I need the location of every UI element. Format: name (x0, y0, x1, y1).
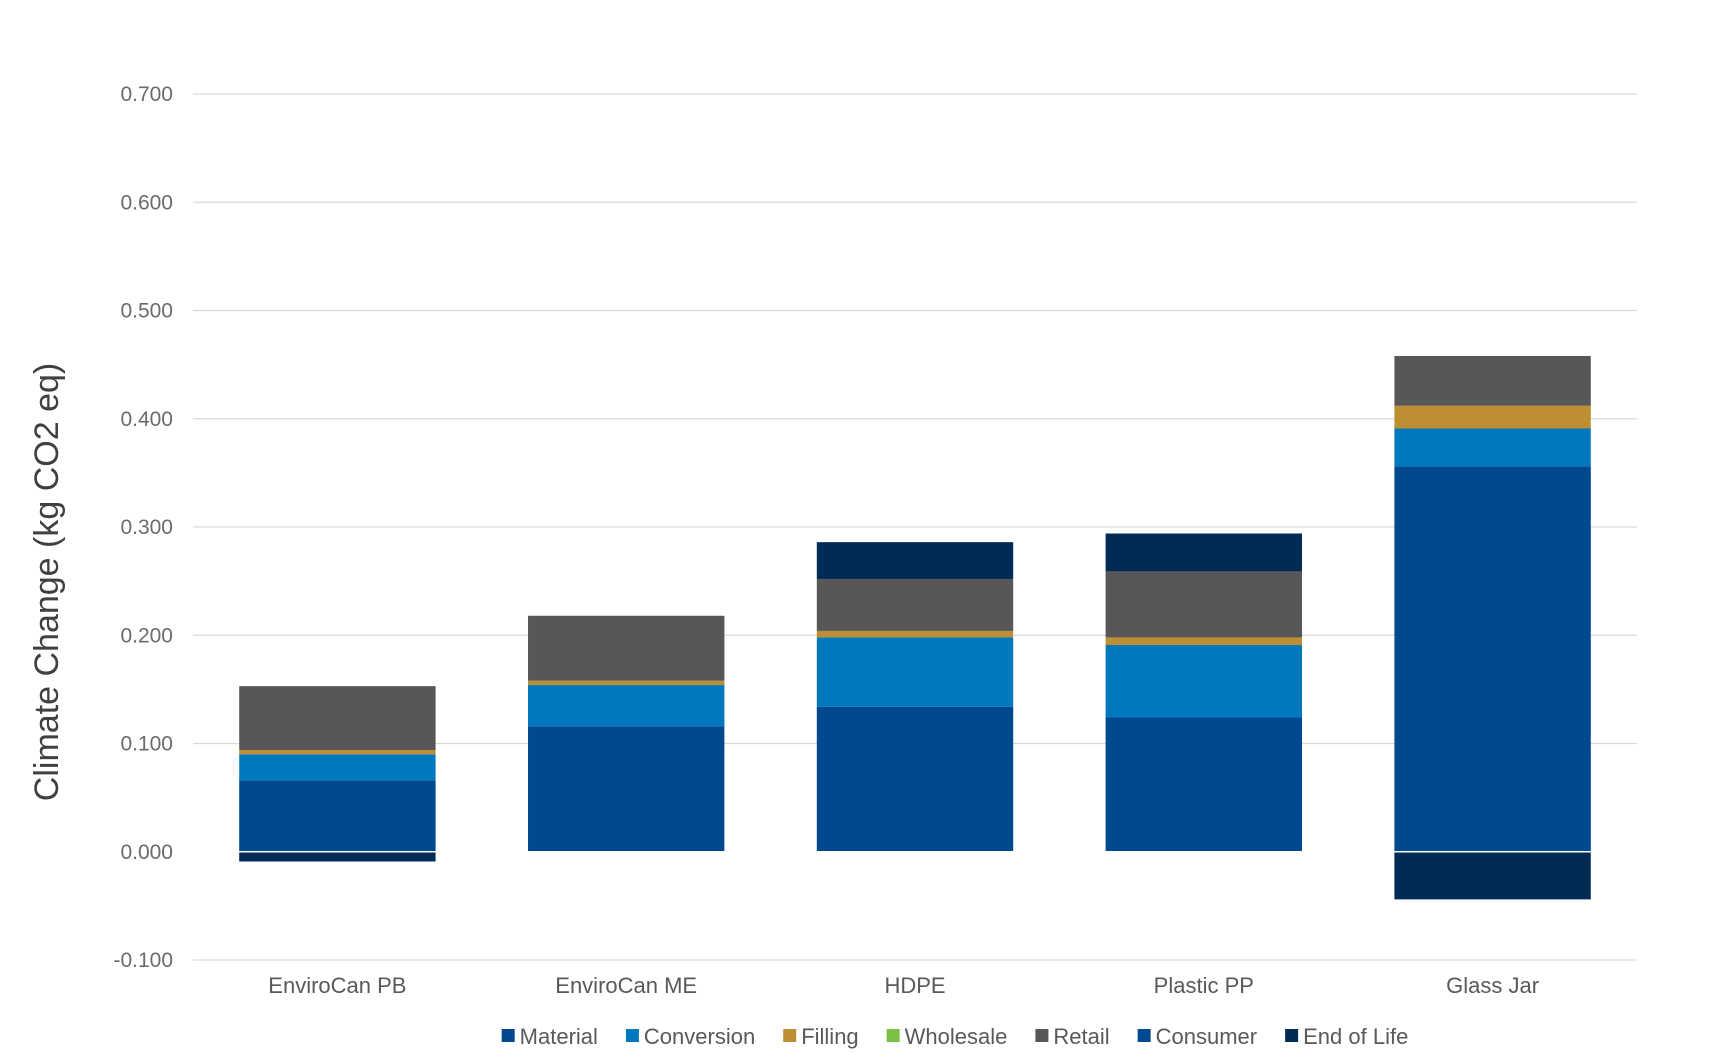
y-tick-label: 0.700 (120, 83, 173, 106)
x-tick-label: EnviroCan PB (268, 973, 406, 998)
x-tick-label: HDPE (884, 973, 945, 998)
legend-label: Retail (1053, 1024, 1109, 1049)
bar-segment (816, 637, 1014, 707)
bar-segment (239, 754, 436, 781)
bar-segment (1105, 571, 1302, 638)
bar-segment (528, 615, 725, 681)
bars (239, 355, 1591, 900)
bar-segment (816, 706, 1014, 852)
bar-segment (1394, 405, 1591, 429)
bar-segment (816, 578, 1014, 631)
bar-segment (1394, 466, 1591, 852)
bar-segment (1105, 533, 1302, 572)
y-tick-label: 0.400 (120, 408, 173, 431)
bar-segment (239, 851, 436, 862)
bar-segment (528, 685, 725, 727)
bar-segment (1105, 637, 1302, 645)
bar-segment (1394, 355, 1591, 406)
y-tick-label: 0.100 (120, 733, 173, 756)
x-tick-label: Glass Jar (1446, 973, 1539, 998)
bar-segment (239, 749, 436, 755)
bar-segment (1105, 644, 1302, 718)
legend-label: Material (520, 1024, 598, 1049)
y-tick-label: 0.000 (120, 841, 173, 864)
legend-label: Conversion (644, 1024, 755, 1049)
y-axis-title: Climate Change (kg CO2 eq) (28, 363, 66, 801)
bar-segment (816, 542, 1014, 579)
y-tick-label: 0.300 (120, 516, 173, 539)
legend-label: End of Life (1303, 1024, 1408, 1049)
bar-segment (239, 686, 436, 750)
bar-segment (816, 630, 1014, 638)
y-tick-label: -0.100 (113, 949, 173, 972)
legend-swatch (783, 1029, 797, 1042)
x-tick-label: Plastic PP (1154, 973, 1254, 998)
y-tick-label: 0.200 (120, 624, 173, 647)
legend-label: Wholesale (905, 1024, 1008, 1049)
legend-swatch (1035, 1029, 1049, 1042)
legend-label: Consumer (1156, 1024, 1257, 1049)
legend-label: Filling (801, 1024, 858, 1049)
bar-segment (1394, 851, 1591, 900)
bar-segment (528, 680, 725, 686)
bar-segment (239, 780, 436, 852)
legend-swatch (886, 1029, 900, 1042)
y-tick-labels: -0.100 0.000 0.100 0.200 0.300 0.400 0.500 0.60… (113, 83, 173, 972)
bar-segment (1394, 428, 1591, 467)
bar-segment (528, 726, 725, 852)
legend-swatch (625, 1029, 639, 1042)
y-tick-label: 0.500 (120, 300, 173, 323)
x-tick-label: EnviroCan ME (555, 973, 697, 998)
x-tick-labels: EnviroCan PB EnviroCan ME HDPE Plastic PP Gl… (268, 973, 1539, 998)
y-tick-label: 0.600 (120, 191, 173, 214)
legend: Material Conversion Filling Wholesale Retail… (501, 1024, 1408, 1049)
legend-swatch (1137, 1029, 1151, 1042)
legend-swatch (501, 1029, 515, 1042)
legend-swatch (1285, 1029, 1299, 1042)
bar-segment (1105, 717, 1302, 852)
